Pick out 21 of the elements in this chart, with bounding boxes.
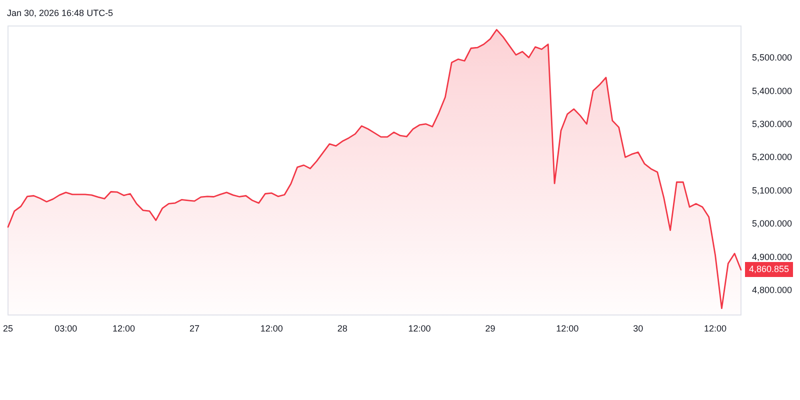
x-tick-label: 12:00 xyxy=(408,324,431,334)
y-tick-label: 5,000.000 xyxy=(752,218,792,229)
y-tick-label: 5,100.000 xyxy=(752,185,792,196)
x-tick-label: 25 xyxy=(3,324,14,334)
x-tick-label: 28 xyxy=(337,324,348,334)
x-tick-label: 30 xyxy=(633,324,644,334)
y-tick-label: 5,300.000 xyxy=(752,118,792,129)
y-tick-label: 4,900.000 xyxy=(752,252,792,262)
x-tick-label: 03:00 xyxy=(54,324,78,334)
y-tick-label: 5,500.000 xyxy=(752,52,792,63)
y-tick-label: 4,800.000 xyxy=(752,285,792,296)
y-tick-label: 5,400.000 xyxy=(752,86,792,96)
x-tick-label: 12:00 xyxy=(704,324,727,334)
x-tick-label: 12:00 xyxy=(260,324,283,334)
y-tick-label: 5,200.000 xyxy=(752,152,792,162)
text: Jan 30, 2026 16:48 UTC-5 xyxy=(7,8,114,19)
text: 4,860.855 xyxy=(745,262,794,278)
x-tick-label: 12:00 xyxy=(556,324,579,334)
x-tick-label: 29 xyxy=(485,324,496,334)
x-tick-label: 27 xyxy=(189,324,200,334)
x-tick-label: 12:00 xyxy=(112,324,136,334)
